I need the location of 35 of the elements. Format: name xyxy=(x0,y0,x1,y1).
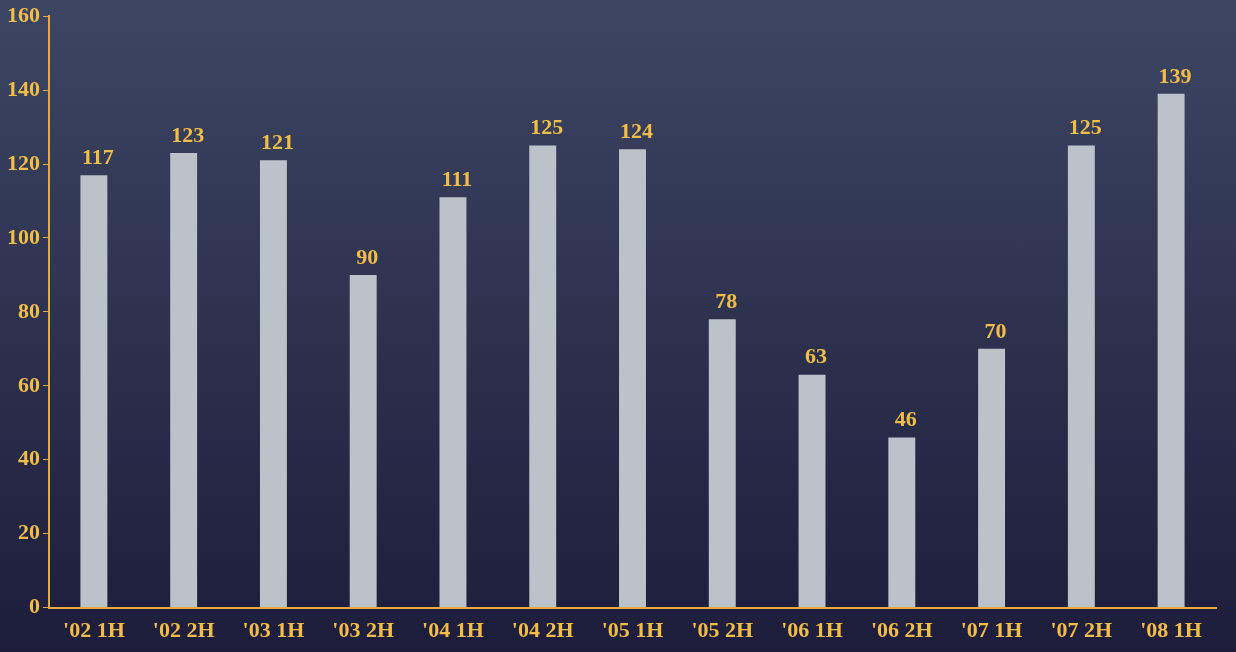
data-label: 123 xyxy=(171,121,205,147)
data-label: 117 xyxy=(81,143,114,169)
x-tick-label: '03 1H xyxy=(242,617,305,643)
x-tick-label: '07 1H xyxy=(960,617,1023,643)
x-tick-label: '02 2H xyxy=(152,617,215,643)
x-tick-label: '06 2H xyxy=(870,617,933,643)
x-tick-label: '02 1H xyxy=(63,617,125,643)
y-tick-label: 120 xyxy=(7,149,40,175)
x-tick-label: '05 2H xyxy=(691,617,754,643)
x-tick-label: '04 2H xyxy=(511,617,574,643)
data-label: 125 xyxy=(1068,114,1102,140)
y-tick-label: 140 xyxy=(7,75,40,101)
x-tick-label: '04 1H xyxy=(422,617,484,643)
y-tick-label: 0 xyxy=(29,593,40,619)
data-label: 63 xyxy=(805,343,828,369)
data-label: 90 xyxy=(356,243,379,269)
data-label: 111 xyxy=(441,166,473,191)
y-tick-label: 60 xyxy=(18,371,40,397)
data-label: 46 xyxy=(894,406,917,432)
x-tick-label: '05 1H xyxy=(601,617,664,643)
data-label: 70 xyxy=(984,317,1007,343)
y-tick-label: 20 xyxy=(18,519,40,545)
x-tick-label: '07 2H xyxy=(1050,617,1113,643)
data-label: 139 xyxy=(1158,62,1192,88)
y-tick-label: 80 xyxy=(18,297,40,323)
x-tick-label: '08 1H xyxy=(1140,617,1202,643)
y-tick-label: 40 xyxy=(18,445,40,471)
x-tick-label: '03 2H xyxy=(332,617,395,643)
data-label: 124 xyxy=(620,117,653,143)
y-tick-label: 160 xyxy=(7,1,40,27)
data-label: 121 xyxy=(260,129,294,155)
data-label: 78 xyxy=(715,287,738,313)
x-tick-label: '06 1H xyxy=(781,617,843,643)
y-tick-label: 100 xyxy=(7,223,40,249)
data-label: 125 xyxy=(530,114,564,140)
